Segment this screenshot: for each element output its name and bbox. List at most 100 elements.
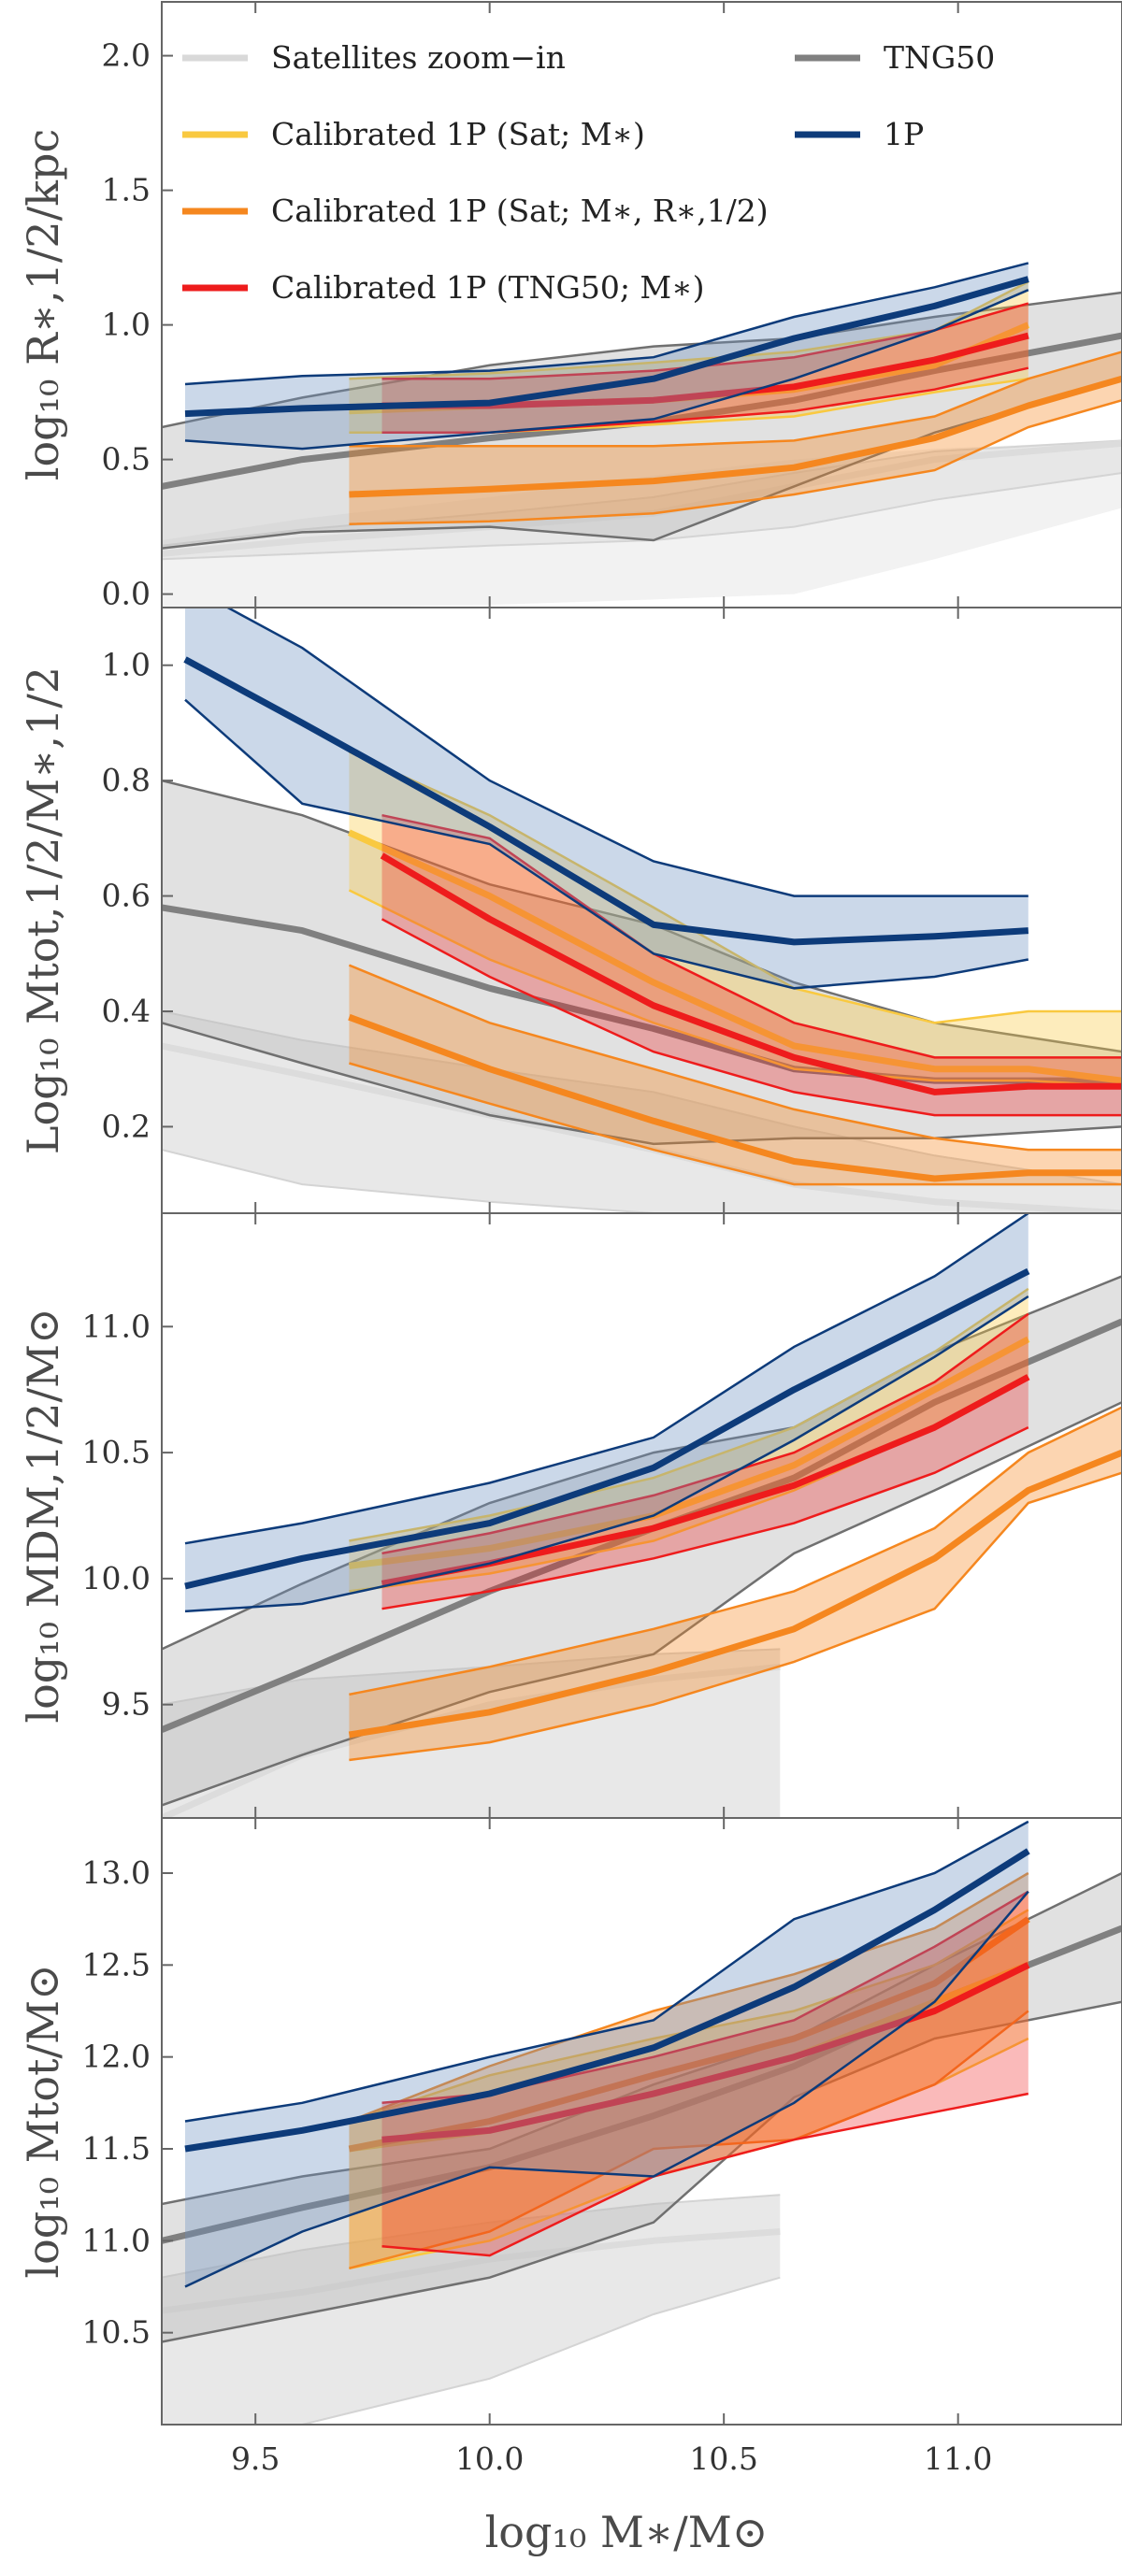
band-caltng	[381, 1313, 1028, 1610]
upper-onep	[224, 608, 1028, 897]
median-calsat	[347, 829, 1122, 1084]
lower-sat	[162, 2276, 781, 2425]
median-sat	[162, 1663, 781, 1818]
lower-calsatr	[349, 398, 1122, 525]
legend-item-calsat: Calibrated 1P (Sat; M∗)	[182, 116, 645, 152]
upper-onep	[184, 1213, 1029, 1545]
band-tng	[162, 1873, 1122, 2342]
y-tick-label: 1.5	[102, 172, 151, 208]
median-onep	[184, 1267, 1030, 1590]
band-onep	[185, 608, 1028, 989]
upper-calsat	[349, 1909, 1029, 2123]
y-tick-label: 0.6	[102, 878, 151, 914]
lower-onep	[184, 1295, 1029, 1613]
upper-sat	[162, 2194, 781, 2279]
lower-caltng	[381, 366, 1029, 435]
lower-calsatr	[349, 1471, 1122, 1762]
lower-onep	[184, 698, 1029, 990]
legend: Satellites zoom−in TNG50 Calibrated 1P (Sa…	[182, 39, 995, 306]
upper-onep	[184, 1820, 1029, 2123]
lower-caltng	[381, 918, 1122, 1117]
y-axis-label: log₁₀ R∗,1/2/kpc	[18, 129, 68, 481]
plot-area	[162, 262, 1122, 608]
band-sat	[162, 1011, 1122, 1213]
x-tick-label: 11.0	[924, 2440, 992, 2477]
upper-caltng	[381, 302, 1029, 380]
series-onep	[184, 1213, 1030, 1613]
y-tick-label: 0.2	[102, 1108, 151, 1144]
series-sat	[162, 2194, 781, 2425]
y-tick-label: 10.5	[82, 2314, 151, 2351]
series-calsatr	[348, 964, 1122, 1186]
lower-onep	[184, 1890, 1029, 2288]
lower-calsatr	[349, 2010, 1029, 2270]
band-calsatr	[349, 351, 1122, 524]
lower-tng	[162, 377, 1122, 550]
panel-bottom: 10.5 11.0 11.5 12.0 12.5 13.0 9.5 10.0 10.5 11.0 l…	[18, 1817, 1122, 2477]
upper-tng	[162, 291, 1122, 429]
series-calsatr	[348, 1406, 1122, 1762]
upper-sat	[162, 1010, 1122, 1186]
x-tick-label: 10.0	[455, 2440, 524, 2477]
lower-calsat	[348, 889, 1122, 1088]
y-axis-label: Log₁₀ Mtot,1/2/M∗,1/2	[18, 666, 68, 1154]
median-calsatr	[348, 1013, 1122, 1182]
y-tick-label: 10.5	[82, 1434, 151, 1470]
y-tick-label: 10.0	[82, 1560, 151, 1596]
band-caltng	[381, 303, 1028, 433]
upper-caltng	[381, 813, 1122, 1059]
series-onep	[183, 608, 1029, 990]
legend-item-tng: TNG50	[795, 39, 995, 76]
lower-caltng	[381, 2092, 1029, 2257]
x-tick-label: 10.5	[689, 2440, 757, 2477]
band-onep	[185, 263, 1028, 450]
y-tick-label: 12.0	[82, 2039, 151, 2075]
legend-item-onep: 1P	[795, 116, 924, 152]
plot-area	[162, 1213, 1122, 1818]
series-caltng	[380, 813, 1122, 1117]
y-tick-label: 11.5	[82, 2130, 151, 2167]
y-tick-label: 2.0	[102, 37, 151, 74]
plot-area	[162, 1820, 1122, 2425]
x-tick-label: 9.5	[231, 2440, 280, 2477]
y-tick-label: 13.0	[82, 1854, 151, 1891]
legend-label: Calibrated 1P (Sat; M∗)	[271, 116, 645, 152]
y-tick-label: 0.4	[102, 993, 151, 1029]
median-caltng	[381, 1962, 1030, 2143]
band-calsat	[349, 1910, 1028, 2268]
y-tick-label: 1.0	[102, 647, 151, 683]
legend-label: Satellites zoom−in	[271, 39, 566, 76]
band-onep	[185, 1213, 1028, 1611]
band-calsat	[349, 281, 1028, 433]
y-tick-label: 0.0	[102, 576, 151, 612]
upper-calsat	[349, 1287, 1029, 1542]
band-onep	[185, 1821, 1028, 2287]
legend-item-caltng: Calibrated 1P (TNG50; M∗)	[182, 269, 705, 306]
median-calsatr	[349, 375, 1122, 498]
band-tng	[162, 780, 1122, 1144]
y-tick-label: 0.8	[102, 762, 151, 798]
lower-sat	[162, 1149, 1122, 1213]
x-axis-label: log₁₀ M∗/M⊙	[485, 2507, 769, 2557]
y-tick-label: 11.0	[82, 1308, 151, 1344]
legend-item-sat: Satellites zoom−in	[182, 39, 566, 76]
lower-tng	[162, 2000, 1122, 2343]
y-axis-label: log₁₀ Mtot/M⊙	[18, 1964, 68, 2278]
upper-calsatr	[349, 351, 1122, 448]
upper-calsatr	[349, 1406, 1122, 1696]
lower-calsatr	[349, 1062, 1122, 1186]
panel-third: 9.5 10.0 10.5 11.0 log₁₀ MDM,1/2/M⊙	[18, 1212, 1122, 1819]
lower-onep	[184, 289, 1029, 451]
legend-label: 1P	[884, 116, 924, 152]
lower-caltng	[381, 1425, 1029, 1610]
band-sat	[162, 2195, 781, 2425]
y-tick-label: 12.5	[82, 1946, 151, 1982]
upper-calsatr	[348, 964, 1122, 1152]
y-tick-label: 0.5	[102, 441, 151, 478]
median-onep	[184, 276, 1029, 418]
upper-caltng	[381, 1312, 1029, 1555]
band-calsatr	[349, 1407, 1122, 1760]
legend-label: TNG50	[884, 39, 995, 76]
panel-top: 0.0 0.5 1.0 1.5 2.0 log₁₀ R∗,1/2/kpc	[18, 1, 1122, 612]
band-sat	[162, 1649, 781, 1818]
